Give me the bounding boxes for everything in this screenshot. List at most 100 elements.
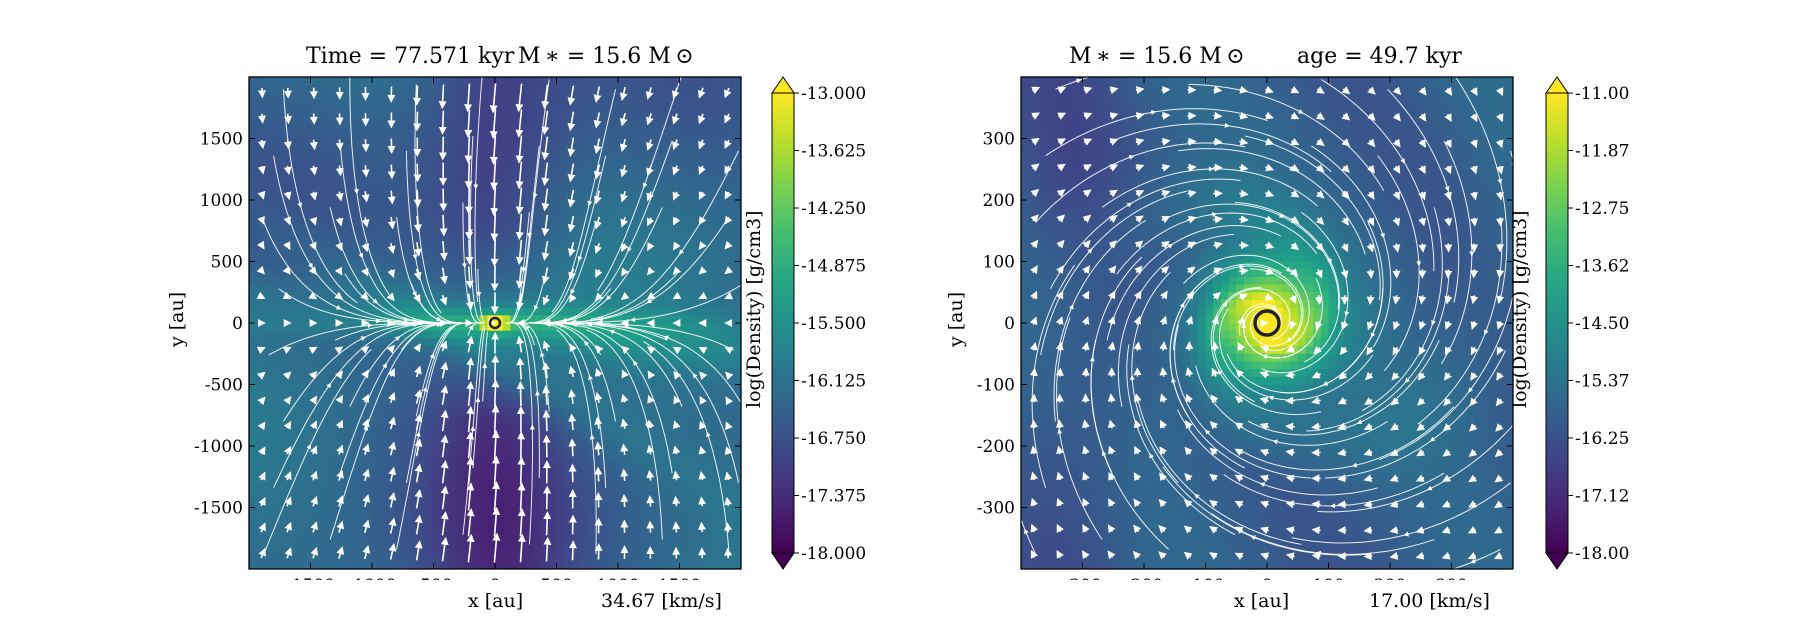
velocity-arrow (1418, 295, 1427, 305)
velocity-arrow (414, 514, 423, 535)
streamline-arrowhead (1272, 439, 1279, 445)
velocity-arrow (672, 420, 681, 430)
velocity-arrow (541, 267, 550, 285)
velocity-arrow (1392, 295, 1401, 305)
velocity-arrow (568, 389, 577, 404)
streamline-arrowhead (557, 322, 564, 328)
streamline-arrowhead (1278, 213, 1285, 218)
x-tick-label: -1500 (286, 576, 335, 580)
velocity-arrow (1444, 139, 1452, 149)
velocity-arrow (698, 420, 707, 430)
x-tick-label: -300 (1063, 576, 1101, 580)
velocity-arrow (258, 547, 267, 559)
velocity-arrow (492, 506, 501, 537)
streamline-arrowhead (539, 351, 545, 359)
y-tick-label: -1000 (194, 437, 243, 457)
velocity-arrow (1209, 473, 1219, 482)
velocity-arrow (466, 357, 475, 380)
velocity-arrow (569, 293, 577, 303)
streamline-arrowhead (1259, 482, 1266, 488)
velocity-arrow (724, 547, 733, 559)
velocity-arrow (672, 495, 681, 507)
colorbar-tick-label: -16.750 (801, 429, 866, 449)
velocity-arrow (1444, 217, 1453, 227)
velocity-arrow (1234, 422, 1244, 431)
velocity-arrow (724, 190, 733, 200)
velocity-arrow (724, 471, 733, 481)
velocity-arrow (1363, 500, 1373, 509)
velocity-arrow (491, 404, 500, 433)
velocity-arrow (1341, 243, 1349, 253)
velocity-arrow (490, 213, 499, 242)
velocity-arrows (256, 83, 734, 563)
velocity-arrow (515, 213, 524, 241)
streamline-arrowhead (1024, 528, 1029, 535)
velocity-arrow (284, 471, 292, 481)
right-x-axis-label: x [au] (1234, 590, 1290, 612)
colorbar-tick-label: -14.875 (801, 257, 866, 277)
velocity-arrow (673, 216, 681, 226)
velocity-arrow (1209, 420, 1219, 430)
y-tick-label: 1000 (200, 191, 243, 211)
velocity-arrow (1082, 214, 1092, 223)
velocity-arrow (541, 214, 550, 237)
velocity-arrow (1030, 523, 1039, 533)
velocity-arrow (413, 189, 422, 208)
velocity-arrow (360, 291, 369, 301)
velocity-arrow (413, 85, 422, 106)
colorbar-tick-label: -15.500 (801, 314, 866, 334)
velocity-arrow (440, 409, 449, 432)
velocity-arrow (1234, 500, 1244, 509)
velocity-arrow (310, 521, 319, 533)
velocity-arrow (620, 418, 629, 429)
velocity-arrow (1133, 498, 1142, 508)
velocity-arrow (1468, 448, 1478, 457)
velocity-arrow (362, 443, 370, 455)
velocity-arrow (1494, 448, 1504, 458)
velocity-arrow (1315, 138, 1325, 147)
velocity-arrow (464, 135, 473, 164)
streamlines (1021, 74, 1513, 569)
velocity-arrow (1470, 139, 1478, 149)
velocity-arrow (1259, 371, 1270, 379)
velocity-arrow (673, 395, 681, 405)
velocity-arrow (466, 482, 475, 511)
velocity-arrow (515, 109, 524, 138)
velocity-arrow (1187, 189, 1197, 198)
velocity-arrow (593, 190, 602, 205)
velocity-arrow (387, 243, 396, 255)
colorbar (772, 93, 794, 553)
velocity-arrow (1134, 445, 1142, 455)
velocity-arrow (1259, 422, 1270, 431)
velocity-arrow (1082, 239, 1091, 249)
velocity-arrow (1158, 498, 1167, 508)
velocity-arrow (1467, 526, 1477, 534)
velocity-arrow (1108, 215, 1118, 224)
colorbar-tick-label: -14.500 (1575, 314, 1630, 334)
velocity-arrow (1185, 393, 1193, 403)
velocity-arrow (1081, 290, 1090, 300)
streamline-arrowhead (609, 329, 616, 335)
velocity-arrow (1132, 550, 1142, 560)
velocity-arrow (1389, 448, 1399, 456)
velocity-arrow (647, 242, 655, 252)
streamline-arrowhead (1087, 248, 1093, 254)
streamline-arrowhead (1122, 74, 1127, 75)
velocity-arrow (621, 267, 629, 277)
velocity-arrow (1392, 164, 1401, 174)
velocity-arrow (1285, 552, 1295, 561)
velocity-arrow (1159, 419, 1168, 429)
velocity-arrow (1366, 346, 1375, 356)
velocity-arrow (1056, 471, 1064, 481)
velocity-arrow (1239, 111, 1249, 120)
right-reference-arrow-label: 17.00 [km/s] (1369, 590, 1490, 612)
velocity-arrow (645, 87, 654, 100)
velocity-arrow (1211, 315, 1219, 326)
velocity-arrow (283, 139, 292, 150)
velocity-arrow (1109, 86, 1119, 95)
velocity-arrow (567, 215, 576, 233)
velocity-arrow (1260, 526, 1269, 535)
velocity-arrow (1264, 267, 1275, 275)
velocity-arrow (1315, 190, 1325, 199)
velocity-arrow (620, 468, 629, 481)
